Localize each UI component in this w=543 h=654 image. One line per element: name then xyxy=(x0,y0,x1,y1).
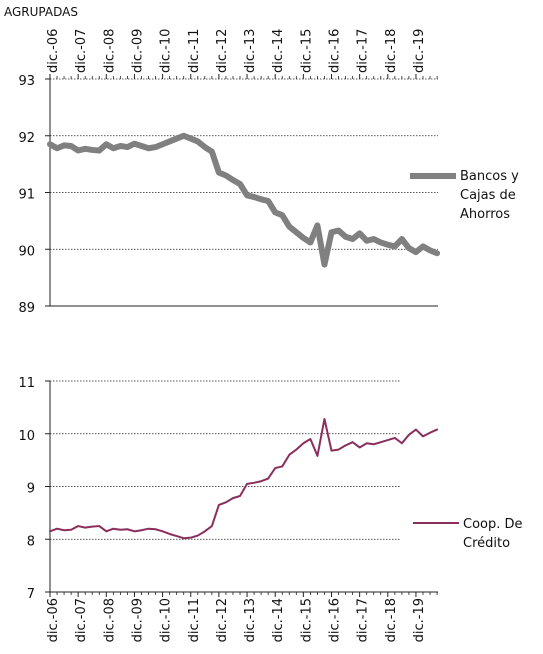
cat-label-bottom-6: dic.-12 xyxy=(215,598,230,642)
cat-label-bottom-7: dic.-13 xyxy=(243,598,258,642)
legend-label-1-1: Crédito xyxy=(463,536,510,551)
legend-label-0-0: Bancos y xyxy=(460,169,519,184)
cat-label-bottom-0: dic.-06 xyxy=(46,598,61,642)
cat-label-bottom-12: dic.-18 xyxy=(384,598,399,642)
series-line-0-0 xyxy=(47,132,441,268)
cat-label-bottom-3: dic.-09 xyxy=(130,598,145,642)
cat-label-bottom-10: dic.-16 xyxy=(328,598,343,642)
y-tick-label-0-1: 90 xyxy=(18,244,35,259)
legend-label-0-2: Ahorros xyxy=(460,207,510,222)
y-tick-label-1-3: 10 xyxy=(18,429,35,444)
y-tick-label-1-4: 11 xyxy=(18,376,35,391)
y-tick-label-0-4: 93 xyxy=(18,74,35,89)
y-tick-label-0-0: 89 xyxy=(18,301,35,316)
cat-label-top-12: dic.-18 xyxy=(384,29,399,73)
cat-label-top-7: dic.-13 xyxy=(243,29,258,73)
cat-label-top-5: dic.-11 xyxy=(187,29,202,73)
cat-label-top-6: dic.-12 xyxy=(215,29,230,73)
cat-label-top-4: dic.-10 xyxy=(159,29,174,73)
y-tick-label-1-1: 8 xyxy=(27,534,35,549)
cat-label-bottom-1: dic.-07 xyxy=(74,598,89,642)
cat-label-bottom-11: dic.-17 xyxy=(356,598,371,642)
cat-label-top-11: dic.-17 xyxy=(356,29,371,73)
cat-label-top-1: dic.-07 xyxy=(74,29,89,73)
cat-label-bottom-9: dic.-15 xyxy=(299,598,314,642)
y-tick-label-1-0: 7 xyxy=(27,587,35,602)
cat-label-top-13: dic.-19 xyxy=(412,29,427,73)
y-tick-label-0-2: 91 xyxy=(18,188,35,203)
cat-label-bottom-8: dic.-14 xyxy=(271,598,286,642)
series-line-1-0 xyxy=(49,417,439,540)
cat-label-bottom-13: dic.-19 xyxy=(412,598,427,642)
cat-label-bottom-5: dic.-11 xyxy=(187,598,202,642)
y-tick-label-1-2: 9 xyxy=(27,482,35,497)
cat-label-top-2: dic.-08 xyxy=(102,29,117,73)
cat-label-top-8: dic.-14 xyxy=(271,29,286,73)
cat-label-top-9: dic.-15 xyxy=(299,29,314,73)
cat-label-top-0: dic.-06 xyxy=(46,29,61,73)
cat-label-bottom-4: dic.-10 xyxy=(159,598,174,642)
cat-label-bottom-2: dic.-08 xyxy=(102,598,117,642)
legend-label-0-1: Cajas de xyxy=(460,188,516,203)
y-tick-label-0-3: 92 xyxy=(18,131,35,146)
header-label: AGRUPADAS xyxy=(4,5,78,19)
cat-label-top-3: dic.-09 xyxy=(130,29,145,73)
cat-label-top-10: dic.-16 xyxy=(328,29,343,73)
legend-label-1-0: Coop. De xyxy=(463,517,523,532)
